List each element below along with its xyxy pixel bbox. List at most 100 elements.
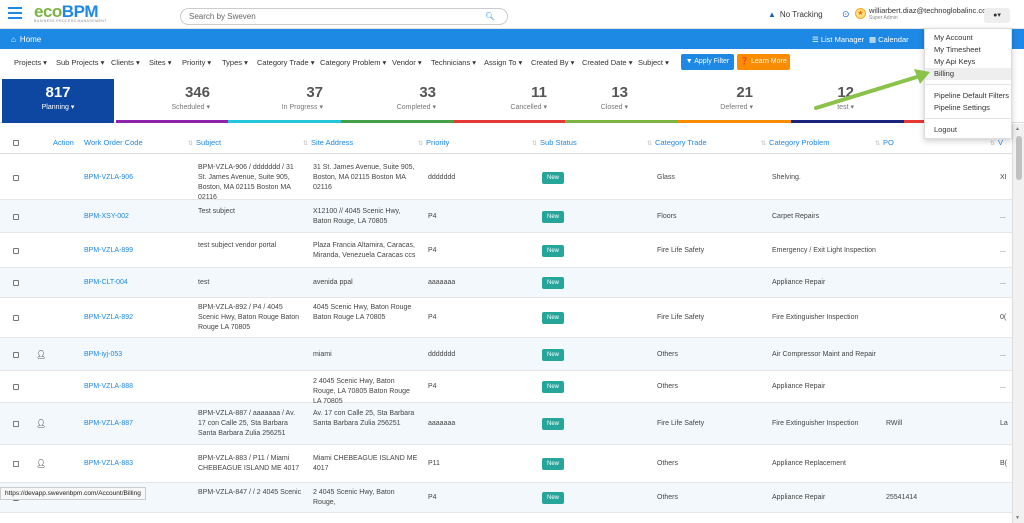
v-cell: La [1000,420,1008,427]
row-checkbox[interactable] [13,175,19,181]
status-badge: New [542,312,564,324]
settings-gear-icon[interactable]: ⊙ [842,9,850,19]
work-order-code[interactable]: BPM-VZLA-899 [84,246,134,254]
status-badge: New [542,381,564,393]
menu-logout[interactable]: Logout [934,125,957,134]
stat-closed-number: 13 [611,84,628,101]
stat-scheduled[interactable]: 346 Scheduled ▾ [116,79,228,123]
category-trade-cell: Fire Life Safety [657,420,705,427]
table-row[interactable]: BPM-CLT-004 test avenida ppal aaaaaaa New App… [0,268,1012,298]
filter-technicians[interactable]: Technicians ▾ [431,58,477,67]
table-row[interactable]: BPM-VZLA-906 BPM-VZLA-906 / ddddddd / 31 … [0,156,1012,201]
work-order-code[interactable]: BPM-VZLA-887 [84,420,134,427]
menu-my-api-keys[interactable]: My Api Keys [934,57,976,66]
menu-divider [925,118,1011,119]
menu-pipeline-default-filters[interactable]: Pipeline Default Filters [934,91,1010,100]
menu-billing[interactable]: Billing [934,69,955,78]
filter-clients[interactable]: Clients ▾ [111,58,140,67]
filter-created-date[interactable]: Created Date ▾ [582,58,633,67]
row-checkbox[interactable] [13,315,19,321]
filter-category-trade[interactable]: Category Trade ▾ [257,58,315,67]
dropdown-highlight [925,68,1011,80]
menu-my-account[interactable]: My Account [934,33,973,42]
scrollbar-thumb[interactable] [1016,136,1022,180]
filter-assign-to[interactable]: Assign To ▾ [484,58,523,67]
header-sub-status[interactable]: Sub Status [532,138,577,147]
scroll-up-arrow-icon[interactable]: ▲ [1015,126,1020,132]
scroll-down-arrow-icon[interactable]: ▼ [1015,515,1020,521]
header-site-address[interactable]: Site Address [303,138,353,147]
filter-types[interactable]: Types ▾ [222,58,248,67]
header-work-order-code[interactable]: Work Order Code [84,138,143,147]
apply-filter-button[interactable]: ▼ Apply Filter [681,54,734,70]
home-link[interactable]: ⌂ Home [11,35,41,44]
work-order-code[interactable]: BPM-CLT-004 [84,279,128,286]
filter-projects[interactable]: Projects ▾ [14,58,47,67]
category-problem-cell: Air Compressor Maint and Repair [772,350,876,358]
stat-planning[interactable]: 817 Planning ▾ [2,79,114,123]
category-problem-cell: Appliance Replacement [772,460,846,467]
select-all-checkbox[interactable] [13,140,19,146]
header-po[interactable]: PO [875,138,894,147]
work-order-code[interactable]: BPM-VZLA-883 [84,460,134,467]
work-order-code[interactable]: BPM-VZLA-888 [84,383,134,390]
logo[interactable]: ecoBPM BUSINESS PROCESS MANAGEMENT [34,2,107,23]
person-icon[interactable]: 👤︎ [36,349,47,359]
table-row[interactable]: BPM-VZLA-892 BPM-VZLA-892 / P4 / 4045 Sce… [0,298,1012,338]
header-v[interactable]: V [990,138,1003,147]
table-row[interactable]: 👤︎ BPM-VZLA-887 BPM-VZLA-887 / aaaaaaa / A… [0,403,1012,445]
scrollbar[interactable]: ▲ ▼ [1012,124,1024,523]
header-category-trade[interactable]: Category Trade [647,138,707,147]
menu-my-timesheet[interactable]: My Timesheet [934,45,981,54]
menu-pipeline-settings[interactable]: Pipeline Settings [934,103,990,112]
table-row[interactable]: BPM-VZLA-847 / / 2 4045 Scenic 2 4045 Sce… [0,483,1012,513]
table-row[interactable]: 👤︎ BPM-iyj-053 miami ddddddd New Others Air Co… [0,338,1012,371]
filter-sub-projects[interactable]: Sub Projects ▾ [56,58,105,67]
row-checkbox[interactable] [13,384,19,390]
person-icon[interactable]: 👤︎ [36,459,47,468]
learn-more-button[interactable]: ❓ Learn More [737,54,790,70]
stat-in-progress[interactable]: 37 In Progress ▾ [228,79,341,123]
row-checkbox[interactable] [13,280,19,286]
header-category-problem[interactable]: Category Problem [761,138,829,147]
list-manager-link[interactable]: ☰ List Manager [812,35,865,44]
filter-created-by[interactable]: Created By ▾ [531,58,575,67]
filter-subject[interactable]: Subject ▾ [638,58,669,67]
filter-vendor[interactable]: Vendor ▾ [392,58,422,67]
search-icon[interactable]: 🔍︎ [484,12,495,21]
row-checkbox[interactable] [13,351,19,358]
tracking-status[interactable]: ▲ No Tracking [768,10,823,19]
category-problem-cell: Shelving. [772,174,801,181]
work-order-code[interactable]: BPM-XSY-002 [84,212,129,220]
work-order-code[interactable]: BPM-VZLA-892 [84,314,134,321]
user-menu-toggle[interactable]: ●▾ [984,8,1010,23]
person-icon[interactable]: 👤︎ [36,419,47,428]
category-trade-cell: Others [657,494,679,501]
table-row[interactable]: BPM-XSY-002 Test subject X12100 // 4045 Sc… [0,200,1012,233]
filter-category-problem[interactable]: Category Problem ▾ [320,58,387,67]
hamburger-menu-icon[interactable] [8,7,22,19]
stat-closed[interactable]: 13 Closed ▾ [565,79,678,123]
row-checkbox[interactable] [13,247,19,254]
row-checkbox[interactable] [13,421,19,427]
user-info[interactable]: williarbert.diaz@technoglobalinc.com Sup… [869,6,993,21]
stat-cancelled[interactable]: 11 Cancelled ▾ [454,79,565,123]
user-email: williarbert.diaz@technoglobalinc.com [869,6,993,15]
work-order-code[interactable]: BPM-iyj-053 [84,350,123,358]
header-priority[interactable]: Priority [418,138,449,147]
table-row[interactable]: BPM-VZLA-899 test subject vendor portal Pl… [0,233,1012,268]
filter-sites[interactable]: Sites ▾ [149,58,172,67]
v-cell: B( [1000,460,1007,467]
table-row[interactable]: 👤︎ BPM-VZLA-883 BPM-VZLA-883 / P11 / Miami… [0,445,1012,483]
stat-deferred[interactable]: 21 Deferred ▾ [678,79,791,123]
stat-completed[interactable]: 33 Completed ▾ [341,79,454,123]
logo-bpm-text: BPM [61,2,99,21]
row-checkbox[interactable] [13,213,19,220]
calendar-link[interactable]: ▦ Calendar [869,35,909,44]
work-order-code[interactable]: BPM-VZLA-906 [84,174,134,181]
search-input[interactable] [189,12,479,21]
table-row[interactable]: BPM-VZLA-888 2 4045 Scenic Hwy, Baton Rou… [0,371,1012,405]
row-checkbox[interactable] [13,461,19,467]
filter-priority[interactable]: Priority ▾ [182,58,212,67]
header-subject[interactable]: Subject [188,138,221,147]
